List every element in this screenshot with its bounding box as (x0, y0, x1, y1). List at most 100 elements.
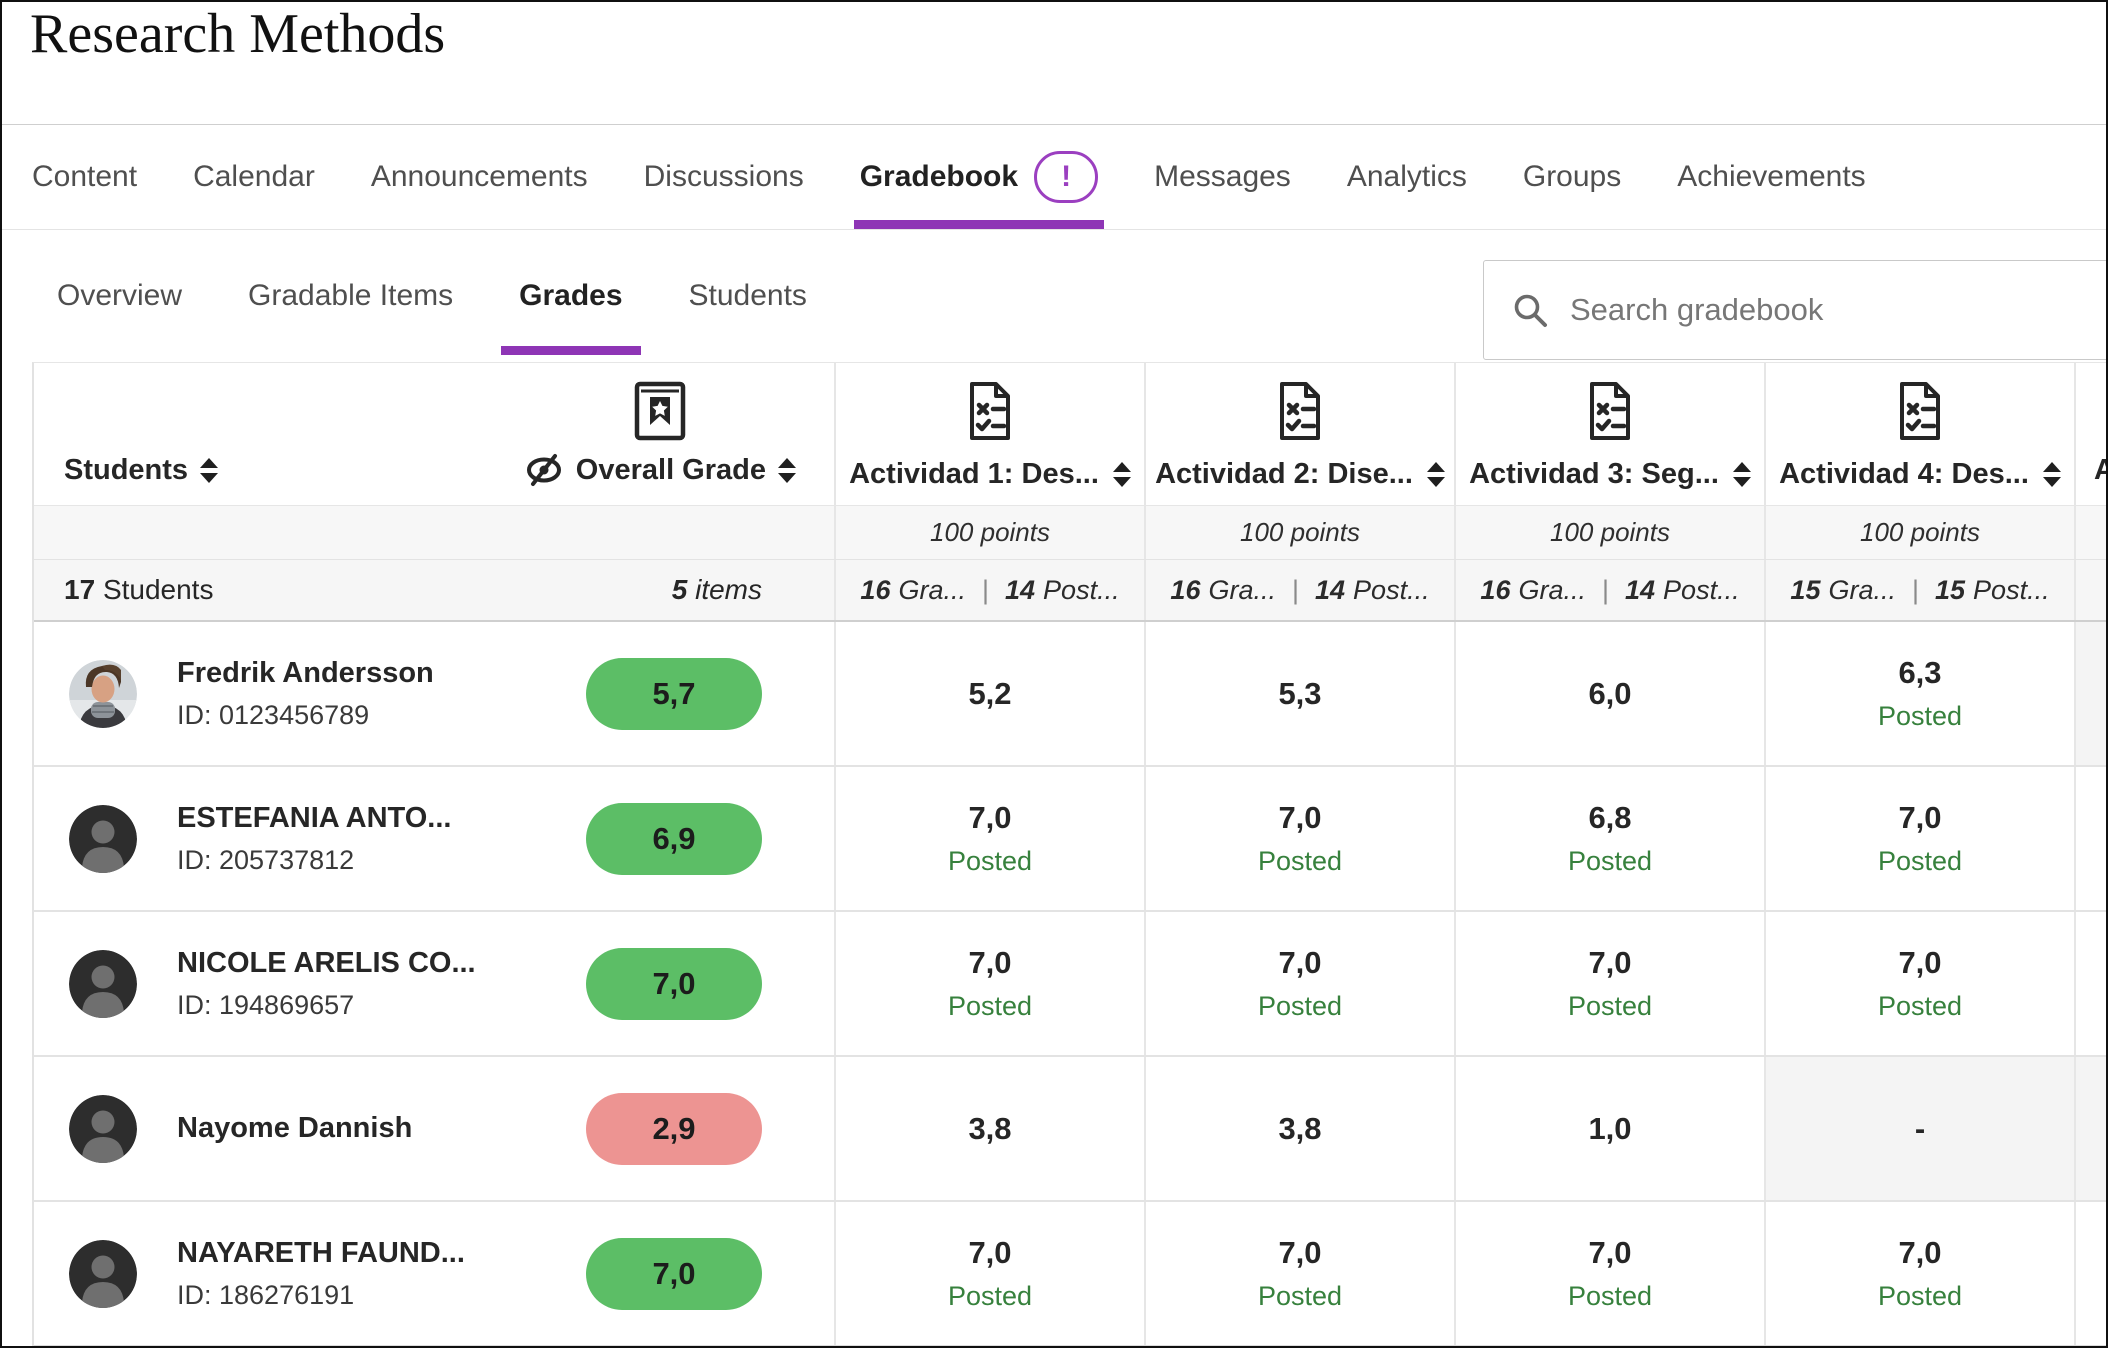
search-input[interactable] (1570, 292, 2050, 328)
subtab-gradable-items[interactable]: Gradable Items (248, 279, 454, 312)
posted-label: Posted (1567, 1281, 1653, 1311)
page-title: Research Methods (30, 3, 446, 65)
sort-icon (1112, 462, 1131, 487)
posted-label: Posted (947, 846, 1033, 876)
grade-cell[interactable]: 6,0 (1454, 622, 1764, 765)
subtab-overview[interactable]: Overview (57, 279, 183, 312)
grade-cell[interactable]: 7,0 Posted (1144, 767, 1454, 910)
student-name: NAYARETH FAUND... (177, 1236, 465, 1269)
sort-icon (1732, 462, 1751, 487)
hidden-eye-icon (524, 453, 564, 487)
grade-cell-partial (2074, 767, 2106, 910)
student-id: ID: 186276191 (177, 1279, 355, 1310)
student-id: ID: 194869657 (177, 989, 355, 1020)
grade-cell[interactable]: 7,0 Posted (834, 767, 1144, 910)
column-header-actividad-3[interactable]: Actividad 3: Seg... (1454, 363, 1764, 505)
posted-label: Posted (947, 991, 1033, 1021)
column-header-actividad-1[interactable]: Actividad 1: Des... (834, 363, 1144, 505)
grade-cell[interactable]: 5,2 (834, 622, 1144, 765)
points-cell-empty (34, 506, 834, 559)
tab-content[interactable]: Content (32, 160, 138, 193)
posted-label: Posted (1877, 1281, 1963, 1311)
avatar (69, 950, 137, 1018)
students-sort-header[interactable]: Students (64, 454, 219, 487)
grade-cell[interactable]: 7,0 Posted (1454, 1202, 1764, 1345)
student-row: ESTEFANIA ANTO... ID: 205737812 6,9 7,0 … (34, 765, 2106, 910)
grade-cell-partial (2074, 1202, 2106, 1345)
column-header-actividad-2[interactable]: Actividad 2: Dise... (1144, 363, 1454, 505)
grade-cell[interactable]: - (1764, 1057, 2074, 1200)
tab-messages[interactable]: Messages (1154, 160, 1291, 193)
tab-analytics[interactable]: Analytics (1346, 160, 1467, 193)
avatar (69, 1095, 137, 1163)
overall-grade-pill[interactable]: 6,9 (586, 802, 762, 875)
assignment-icon (1272, 380, 1328, 442)
student-cell[interactable]: NAYARETH FAUND... ID: 186276191 7,0 (34, 1202, 834, 1345)
posted-label: Posted (1877, 991, 1963, 1021)
tab-discussions[interactable]: Discussions (643, 160, 804, 193)
student-row: NICOLE ARELIS CO... ID: 194869657 7,0 7,… (34, 910, 2106, 1055)
grade-cell[interactable]: 7,0 Posted (1144, 1202, 1454, 1345)
posted-label: Posted (1567, 846, 1653, 876)
column-stats: 16 Gra... | 14 Post... (834, 560, 1144, 620)
overall-grade-pill[interactable]: 7,0 (586, 947, 762, 1020)
column-header-partial[interactable]: A (2074, 363, 2106, 505)
grade-cell[interactable]: 7,0 Posted (1764, 1202, 2074, 1345)
student-row: NAYARETH FAUND... ID: 186276191 7,0 7,0 … (34, 1200, 2106, 1345)
tab-achievements[interactable]: Achievements (1677, 160, 1866, 193)
grade-cell[interactable]: 7,0 Posted (834, 912, 1144, 1055)
posted-label: Posted (1877, 701, 1963, 731)
grade-cell[interactable]: 6,8 Posted (1454, 767, 1764, 910)
student-cell[interactable]: Nayome Dannish 2,9 (34, 1057, 834, 1200)
student-row: Nayome Dannish 2,9 3,8 3,8 1,0 - (34, 1055, 2106, 1200)
course-header: Research Methods (2, 2, 2106, 125)
grade-cell[interactable]: 7,0 Posted (1454, 912, 1764, 1055)
posted-label: Posted (1257, 1281, 1343, 1311)
column-stats-partial (2074, 560, 2106, 620)
points-row: 100 points 100 points 100 points 100 poi… (34, 505, 2106, 559)
search-icon (1512, 292, 1548, 328)
grade-cell[interactable]: 7,0 Posted (1144, 912, 1454, 1055)
posted-label: Posted (1257, 846, 1343, 876)
grade-cell[interactable]: 1,0 (1454, 1057, 1764, 1200)
grade-cell[interactable]: 3,8 (1144, 1057, 1454, 1200)
overall-grade-sort-header[interactable]: Overall Grade (524, 381, 796, 487)
posted-label: Posted (947, 1281, 1033, 1311)
grade-cell[interactable]: 5,3 (1144, 622, 1454, 765)
column-header-actividad-4[interactable]: Actividad 4: Des... (1764, 363, 2074, 505)
tab-gradebook[interactable]: Gradebook ! (853, 125, 1105, 229)
gradebook-alert-badge: ! (1034, 151, 1099, 203)
subtab-students[interactable]: Students (688, 279, 807, 312)
grade-cell-partial (2074, 622, 2106, 765)
grade-cell-partial (2074, 912, 2106, 1055)
student-cell[interactable]: NICOLE ARELIS CO... ID: 194869657 7,0 (34, 912, 834, 1055)
grade-cell[interactable]: 6,3 Posted (1764, 622, 2074, 765)
next-row-edge (34, 1345, 2106, 1346)
student-row: Fredrik Andersson ID: 0123456789 5,7 5,2… (34, 620, 2106, 765)
avatar (69, 1240, 137, 1308)
grades-grid: Students Overall Grade Actividad 1: Des.… (32, 362, 2106, 1346)
gradebook-search (1483, 260, 2106, 360)
sort-icon (200, 458, 219, 483)
posted-label: Posted (1877, 846, 1963, 876)
student-name: Fredrik Andersson (177, 656, 434, 689)
tab-announcements[interactable]: Announcements (370, 160, 588, 193)
grade-cell[interactable]: 3,8 (834, 1057, 1144, 1200)
student-id: ID: 0123456789 (177, 699, 370, 730)
sort-icon (778, 457, 796, 483)
subtab-grades[interactable]: Grades (501, 230, 641, 362)
student-cell[interactable]: Fredrik Andersson ID: 0123456789 5,7 (34, 622, 834, 765)
grade-cell[interactable]: 7,0 Posted (1764, 767, 2074, 910)
summary-cell: 17 Students 5 items (64, 574, 762, 605)
student-cell[interactable]: ESTEFANIA ANTO... ID: 205737812 6,9 (34, 767, 834, 910)
overall-grade-pill[interactable]: 2,9 (586, 1092, 762, 1165)
overall-grade-pill[interactable]: 7,0 (586, 1237, 762, 1310)
grade-cell[interactable]: 7,0 Posted (834, 1202, 1144, 1345)
avatar (69, 660, 137, 728)
tab-groups[interactable]: Groups (1522, 160, 1622, 193)
grade-cell[interactable]: 7,0 Posted (1764, 912, 2074, 1055)
assignment-icon (1582, 380, 1638, 442)
overall-grade-pill[interactable]: 5,7 (586, 657, 762, 730)
tab-calendar[interactable]: Calendar (193, 160, 315, 193)
student-name: Nayome Dannish (177, 1112, 413, 1144)
